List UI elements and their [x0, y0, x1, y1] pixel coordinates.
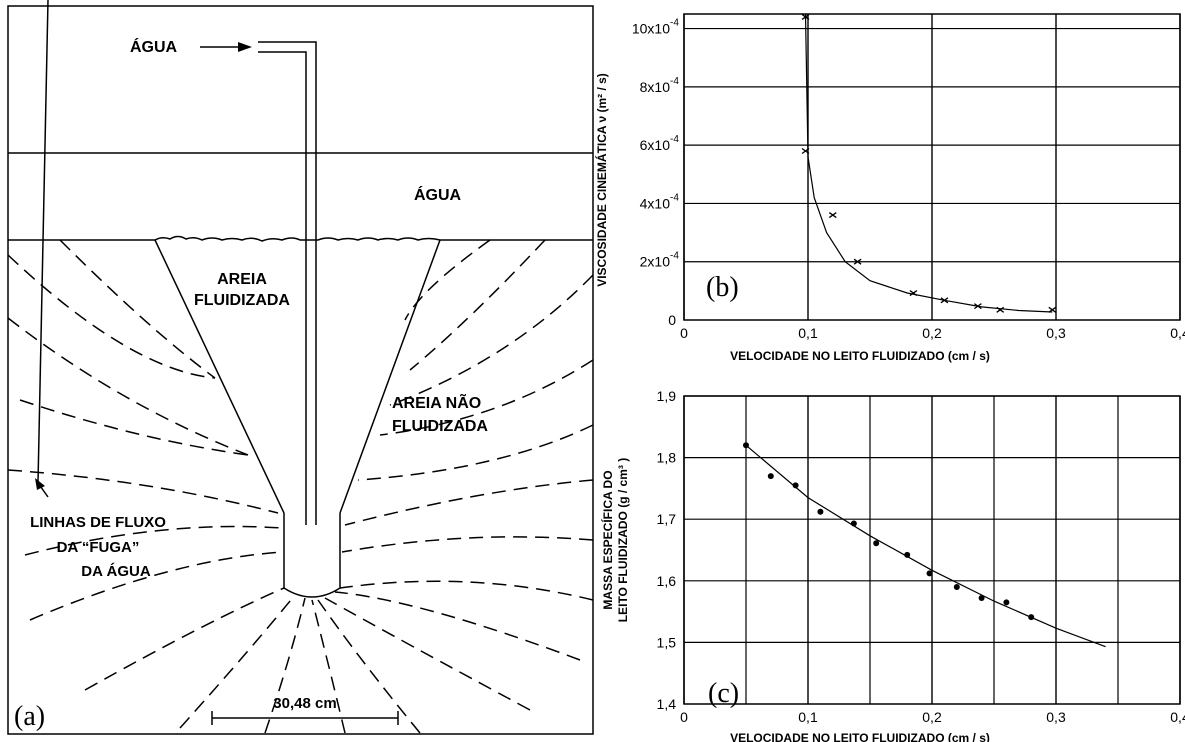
panel-b-ticks: 00,10,20,30,402x10-44x10-46x10-48x10-410… [632, 18, 1185, 341]
fluidized-sand-label-1: AREIA [217, 271, 267, 288]
sand-surface-line [8, 235, 593, 242]
panel-c-data-point [743, 442, 749, 449]
panel-c-y-axis-label-1: MASSA ESPECÍFICA DO [600, 470, 615, 609]
panel-a-schematic: ÁGUA ÁGUA AREIA FLUIDIZADA AREIA NÃO FLU… [7, 0, 594, 735]
non-fluidized-sand-label-1: AREIA NÃO [392, 392, 481, 412]
flow-arrow-icon [35, 478, 45, 490]
flow-lines-label-1: LINHAS DE FLUXO [30, 514, 166, 531]
panel-a-label: (a) [14, 701, 45, 732]
fluidized-sand-label-2: FLUIDIZADA [194, 292, 290, 309]
flow-lines-label-3: DA ÁGUA [81, 563, 151, 580]
panel-c-points [743, 442, 1035, 621]
panel-c-y-tick-label: 1,4 [657, 696, 677, 712]
panel-c-ticks: 0 0,1 0,2 0,3 0,4 1,4 1,5 1,6 1,7 1,8 1,9 [657, 388, 1185, 725]
panel-b-y-tick-exponent: -4 [670, 76, 679, 87]
panel-b-data-point [940, 297, 949, 304]
panel-b-x-tick-label: 0,3 [1046, 325, 1066, 341]
panel-b-y-tick-label: 0 [668, 312, 676, 328]
panel-c-data-point [767, 473, 774, 480]
panel-b-y-tick-label: 6x10 [640, 137, 671, 153]
water-inlet-label: ÁGUA [130, 37, 178, 56]
panel-c-x-tick-label: 0,2 [922, 709, 942, 725]
panel-c-data-point [873, 540, 880, 547]
panel-c-data-point [1028, 614, 1035, 621]
panel-b-y-tick-label: 2x10 [640, 254, 671, 270]
panel-b-data-point [1048, 306, 1057, 313]
panel-c-y-tick-label: 1,5 [657, 634, 677, 650]
panel-b-data-point [974, 303, 982, 310]
panel-b-grid [683, 13, 1181, 321]
panel-b-x-tick-label: 0,1 [798, 325, 818, 341]
panel-c-data-point [792, 482, 799, 489]
panel-c-chart: 0 0,1 0,2 0,3 0,4 1,4 1,5 1,6 1,7 1,8 1,9 MASSA ES… [600, 388, 1185, 742]
pipe-inner-wall [258, 51, 307, 525]
panel-c-y-tick-label: 1,9 [657, 388, 677, 404]
panel-b-data-point [853, 258, 862, 265]
panel-b-y-tick-label: 4x10 [640, 195, 671, 211]
scale-label: 30,48 cm [273, 695, 336, 712]
panel-b-x-axis-label: VELOCIDADE NO LEITO FLUIDIZADO (cm / s) [730, 349, 990, 363]
panel-c-data-point [978, 595, 985, 602]
panel-c-label: (c) [708, 678, 739, 709]
panel-b-y-tick-exponent: -4 [670, 251, 679, 262]
panel-c-data-point [926, 570, 933, 577]
panel-b-x-tick-label: 0,4 [1170, 325, 1185, 341]
panel-c-x-axis-label: VELOCIDADE NO LEITO FLUIDIZADO (cm / s) [730, 731, 990, 742]
panel-b-y-tick-exponent: -4 [670, 18, 679, 29]
pipe-outer-wall [258, 41, 317, 525]
flow-lines-label-2: DA “FUGA” [57, 539, 140, 556]
panel-b-points [801, 13, 1057, 313]
panel-c-y-tick-label: 1,7 [657, 511, 677, 527]
panel-b-y-tick-exponent: -4 [670, 192, 679, 203]
panel-b-chart: 00,10,20,30,402x10-44x10-46x10-48x10-410… [594, 13, 1185, 363]
panel-b-fit-curve [804, 13, 1053, 313]
cone-right-edge [339, 239, 441, 514]
panel-c-x-tick-label: 0 [680, 709, 688, 725]
water-layer-label: ÁGUA [414, 185, 462, 204]
panel-b-data-point [909, 290, 918, 297]
non-fluidized-sand-label-2: FLUIDIZADA [392, 418, 488, 435]
panel-b-x-tick-label: 0 [680, 325, 688, 341]
panel-c-data-point [850, 520, 857, 527]
panel-b-data-point [801, 147, 810, 155]
panel-b-y-axis-label: VISCOSIDADE CINEMÁTICA ν (m² / s) [594, 73, 609, 287]
panel-c-data-point [904, 551, 911, 558]
panel-c-data-point [953, 583, 960, 590]
panel-c-y-tick-label: 1,6 [657, 573, 677, 589]
panel-c-y-axis-label-2: LEITO FLUIDIZADO (g / cm³ ) [616, 458, 630, 622]
panel-c-x-tick-label: 0,1 [798, 709, 818, 725]
cavity-bottom [283, 513, 341, 598]
panel-b-y-tick-exponent: -4 [670, 134, 679, 145]
panel-c-grid [683, 395, 1181, 705]
flow-label-pointer [37, 0, 49, 484]
panel-c-x-tick-label: 0,3 [1046, 709, 1066, 725]
panel-b-y-tick-label: 10x10 [632, 21, 670, 37]
panel-b-x-tick-label: 0,2 [922, 325, 942, 341]
arrow-head-icon [238, 42, 252, 52]
panel-c-y-tick-label: 1,8 [657, 450, 677, 466]
panel-b-data-point [828, 212, 837, 219]
panel-b-data-point [996, 306, 1005, 313]
panel-c-data-point [817, 508, 824, 515]
panel-b-y-tick-label: 8x10 [640, 79, 671, 95]
panel-b-data-point [801, 13, 810, 20]
panel-a-frame [7, 5, 594, 735]
panel-c-fit-curve [745, 444, 1106, 648]
panel-c-data-point [1003, 599, 1010, 606]
cone-left-edge [154, 239, 285, 514]
panel-c-x-tick-label: 0,4 [1170, 709, 1185, 725]
flow-lines [7, 239, 594, 734]
panel-b-label: (b) [706, 272, 739, 303]
